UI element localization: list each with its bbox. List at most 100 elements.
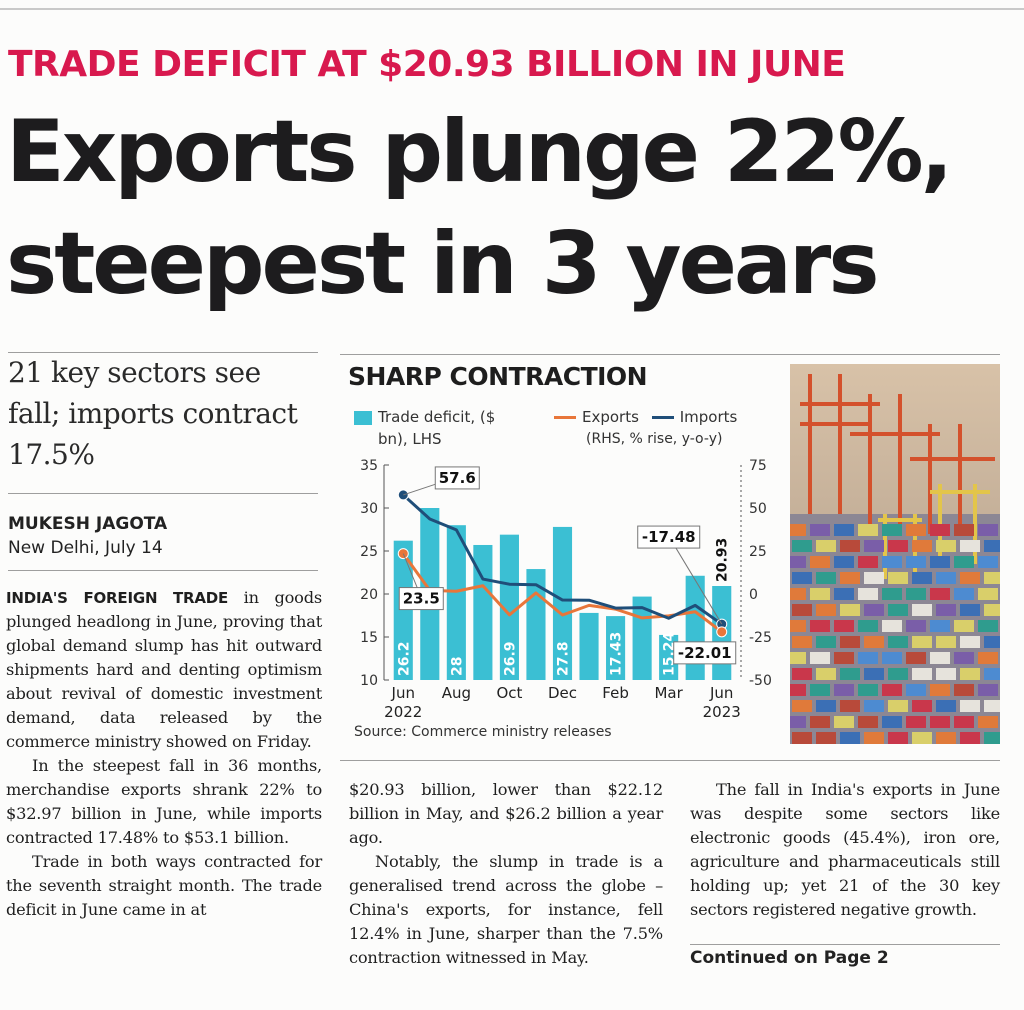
shipping-container	[792, 636, 812, 648]
shipping-container	[906, 620, 926, 632]
shipping-container	[906, 652, 926, 664]
shipping-container	[960, 572, 980, 584]
shipping-container	[912, 572, 932, 584]
shipping-container	[834, 652, 854, 664]
dateline: New Delhi, July 14	[8, 538, 163, 558]
article-column-2: $20.93 billion, lower than $22.12 billio…	[349, 778, 663, 970]
callout-imports-end-leader	[668, 535, 723, 625]
shipping-container	[834, 556, 854, 568]
shipping-container	[834, 588, 854, 600]
shipping-container	[954, 556, 974, 568]
shipping-container	[954, 620, 974, 632]
shipping-container	[888, 700, 908, 712]
byline-rule	[8, 570, 318, 571]
chart-rule-top	[340, 354, 1000, 355]
shipping-container	[960, 636, 980, 648]
legend-trade-deficit: Trade deficit, ($ bn), LHS	[354, 406, 518, 450]
article-column-1: INDIA'S FOREIGN TRADE in goods plunged h…	[6, 586, 322, 922]
legend-imports-label: Imports	[679, 408, 738, 426]
shipping-container	[864, 732, 884, 744]
legend-bar-swatch	[354, 410, 372, 425]
shipping-container	[978, 620, 998, 632]
deficit-bar	[579, 612, 599, 680]
shipping-container	[858, 716, 878, 728]
left-tick-label: 15	[360, 630, 378, 646]
left-tick-label: 25	[360, 544, 378, 560]
shipping-container	[984, 572, 1000, 584]
shipping-container	[906, 716, 926, 728]
paragraph-5: Notably, the slump in trade is a general…	[349, 852, 663, 967]
shipping-container	[816, 732, 836, 744]
shipping-container	[960, 700, 980, 712]
shipping-container	[864, 540, 884, 552]
left-tick-label: 30	[360, 501, 378, 517]
callout-exports-end-box	[673, 641, 737, 665]
callout-imports-end-box	[637, 525, 701, 549]
callout-exports-start: 23.5	[403, 590, 440, 608]
x-tick-label: Feb	[602, 684, 629, 702]
callout-imports-start-box	[434, 466, 480, 490]
shipping-container	[810, 652, 830, 664]
shipping-container	[792, 732, 812, 744]
shipping-container	[858, 556, 878, 568]
shipping-container	[816, 604, 836, 616]
shipping-container	[858, 588, 878, 600]
shipping-container	[816, 636, 836, 648]
shipping-container	[954, 684, 974, 696]
shipping-container	[936, 732, 956, 744]
shipping-container	[912, 700, 932, 712]
chart-rule-bottom	[340, 760, 1000, 761]
shipping-container	[810, 588, 830, 600]
shipping-container	[816, 700, 836, 712]
shipping-container	[864, 636, 884, 648]
shipping-container	[930, 716, 950, 728]
shipping-container	[792, 540, 812, 552]
left-tick-label: 35	[360, 458, 378, 474]
shipping-container	[930, 652, 950, 664]
x-tick-label: Dec	[548, 684, 577, 702]
shipping-container	[882, 524, 902, 536]
shipping-container	[888, 636, 908, 648]
shipping-container	[834, 716, 854, 728]
shipping-container	[930, 556, 950, 568]
shipping-container	[816, 540, 836, 552]
shipping-container	[936, 700, 956, 712]
shipping-container	[792, 572, 812, 584]
deficit-bar	[446, 525, 466, 680]
imports-line	[402, 493, 723, 626]
deficit-bar-label: 26.9	[502, 641, 518, 676]
shipping-container	[840, 732, 860, 744]
deficit-bar-label: 26.2	[396, 641, 412, 676]
shipping-container	[834, 524, 854, 536]
right-tick-label: 0	[749, 587, 758, 603]
x-tick-label: Aug	[442, 684, 471, 702]
article-column-3: The fall in India's exports in June was …	[690, 778, 1000, 922]
shipping-container	[954, 716, 974, 728]
top-rule	[0, 8, 1024, 10]
shipping-container	[882, 716, 902, 728]
shipping-container	[882, 588, 902, 600]
continued-link[interactable]: Continued on Page 2	[690, 948, 889, 968]
line-endpoint	[397, 489, 409, 501]
callout-exports-start-box	[398, 587, 444, 611]
x-tick-label: Jun	[709, 684, 733, 702]
shipping-container	[810, 620, 830, 632]
x-year-end: 2023	[703, 703, 741, 721]
shipping-container	[792, 668, 812, 680]
deficit-bar	[606, 616, 626, 680]
shipping-container	[858, 524, 878, 536]
shipping-container	[840, 636, 860, 648]
shipping-container	[840, 572, 860, 584]
x-tick-label: Oct	[496, 684, 522, 702]
shipping-container	[906, 684, 926, 696]
shipping-container	[858, 684, 878, 696]
left-tick-label: 20	[360, 587, 378, 603]
chart-title: SHARP CONTRACTION	[348, 362, 648, 391]
right-tick-label: 75	[749, 458, 767, 474]
legend-exports-label: Exports	[582, 408, 639, 426]
right-tick-label: -50	[749, 673, 772, 689]
shipping-container	[984, 700, 1000, 712]
right-tick-label: 25	[749, 544, 767, 560]
legend-lines-units: (RHS, % rise, y-o-y)	[586, 431, 723, 447]
shipping-container	[978, 684, 998, 696]
